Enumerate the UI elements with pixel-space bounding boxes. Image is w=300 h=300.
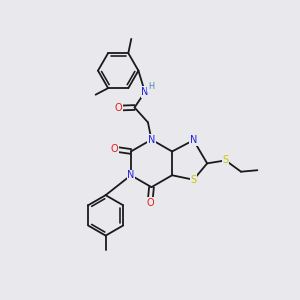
Text: S: S <box>223 155 229 165</box>
Text: N: N <box>190 135 197 145</box>
Text: O: O <box>146 198 154 208</box>
Text: O: O <box>114 103 122 113</box>
Text: H: H <box>148 82 154 91</box>
Text: N: N <box>127 170 135 180</box>
Text: S: S <box>190 175 196 185</box>
Text: O: O <box>111 144 119 154</box>
Text: N: N <box>141 87 148 97</box>
Text: N: N <box>148 135 155 145</box>
